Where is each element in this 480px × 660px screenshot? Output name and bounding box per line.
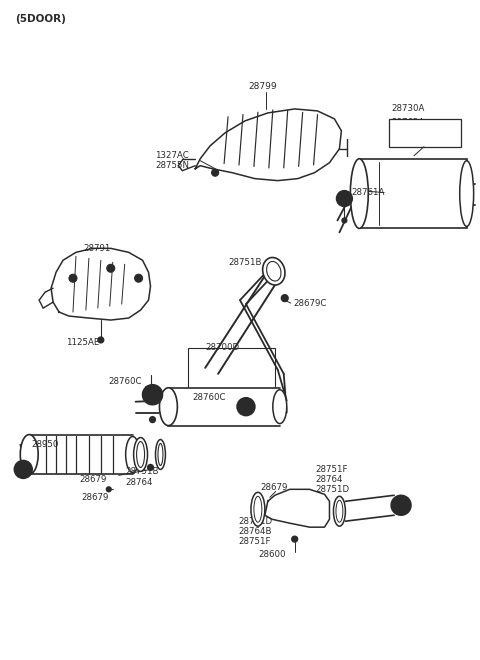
Circle shape — [134, 275, 143, 282]
Text: 28764: 28764 — [126, 478, 153, 487]
Ellipse shape — [334, 496, 346, 526]
Text: A: A — [398, 501, 404, 510]
Text: 28600: 28600 — [258, 550, 286, 558]
Text: A: A — [20, 465, 26, 474]
Text: 28751D: 28751D — [315, 485, 350, 494]
Circle shape — [14, 461, 32, 478]
Ellipse shape — [137, 442, 144, 467]
Circle shape — [106, 487, 111, 492]
Bar — [188, 348, 275, 414]
Text: 28751B: 28751B — [228, 258, 262, 267]
Text: 1327AC: 1327AC — [156, 151, 189, 160]
Circle shape — [98, 337, 104, 343]
Text: 28791: 28791 — [83, 244, 110, 253]
Polygon shape — [265, 489, 329, 527]
Circle shape — [242, 403, 250, 411]
Ellipse shape — [159, 388, 178, 426]
Circle shape — [283, 296, 286, 300]
Ellipse shape — [273, 390, 287, 424]
Bar — [360, 158, 467, 228]
Circle shape — [147, 465, 154, 471]
Circle shape — [107, 264, 115, 272]
Text: (5DOOR): (5DOOR) — [15, 15, 66, 24]
Polygon shape — [195, 109, 341, 181]
Text: 28751D: 28751D — [238, 517, 272, 526]
Text: 28755N: 28755N — [156, 161, 190, 170]
Text: 28679: 28679 — [260, 483, 287, 492]
Circle shape — [69, 275, 77, 282]
Ellipse shape — [336, 500, 343, 522]
Ellipse shape — [20, 434, 38, 475]
Text: 28751B: 28751B — [126, 467, 159, 476]
Polygon shape — [168, 388, 280, 426]
Text: 28764B: 28764B — [238, 527, 272, 536]
Circle shape — [342, 218, 347, 223]
Text: 28762A: 28762A — [391, 118, 424, 127]
Polygon shape — [51, 248, 151, 320]
Ellipse shape — [133, 438, 147, 471]
Circle shape — [150, 416, 156, 422]
Ellipse shape — [266, 261, 281, 281]
Circle shape — [100, 339, 102, 341]
Text: 28679: 28679 — [79, 475, 106, 484]
Circle shape — [143, 385, 162, 405]
Circle shape — [151, 418, 154, 421]
Text: 28679: 28679 — [81, 493, 108, 502]
Circle shape — [147, 390, 157, 400]
Text: 28761A: 28761A — [351, 188, 385, 197]
Circle shape — [212, 169, 218, 176]
Circle shape — [336, 191, 352, 207]
Text: 28700D: 28700D — [205, 343, 240, 352]
Circle shape — [391, 495, 411, 515]
Text: 28751F: 28751F — [238, 537, 271, 546]
Ellipse shape — [263, 257, 285, 285]
Circle shape — [237, 398, 255, 416]
Ellipse shape — [460, 161, 474, 226]
Ellipse shape — [158, 444, 163, 465]
Text: 28764: 28764 — [315, 475, 343, 484]
Text: 28751F: 28751F — [315, 465, 348, 474]
Circle shape — [281, 294, 288, 302]
Bar — [29, 434, 132, 475]
Text: 28799: 28799 — [248, 82, 276, 90]
Ellipse shape — [251, 492, 265, 526]
Circle shape — [149, 466, 152, 469]
Text: 28760C: 28760C — [192, 393, 226, 402]
Ellipse shape — [126, 436, 140, 473]
Bar — [389, 119, 461, 147]
Text: 28730A: 28730A — [391, 104, 424, 114]
Circle shape — [292, 536, 298, 542]
Text: 28760C: 28760C — [109, 378, 142, 386]
Text: 28950: 28950 — [31, 440, 59, 449]
Ellipse shape — [156, 440, 166, 469]
Circle shape — [293, 538, 296, 541]
Ellipse shape — [350, 158, 368, 228]
Text: 1125AE: 1125AE — [66, 339, 99, 347]
Text: 28679C: 28679C — [294, 298, 327, 308]
Ellipse shape — [254, 496, 262, 522]
